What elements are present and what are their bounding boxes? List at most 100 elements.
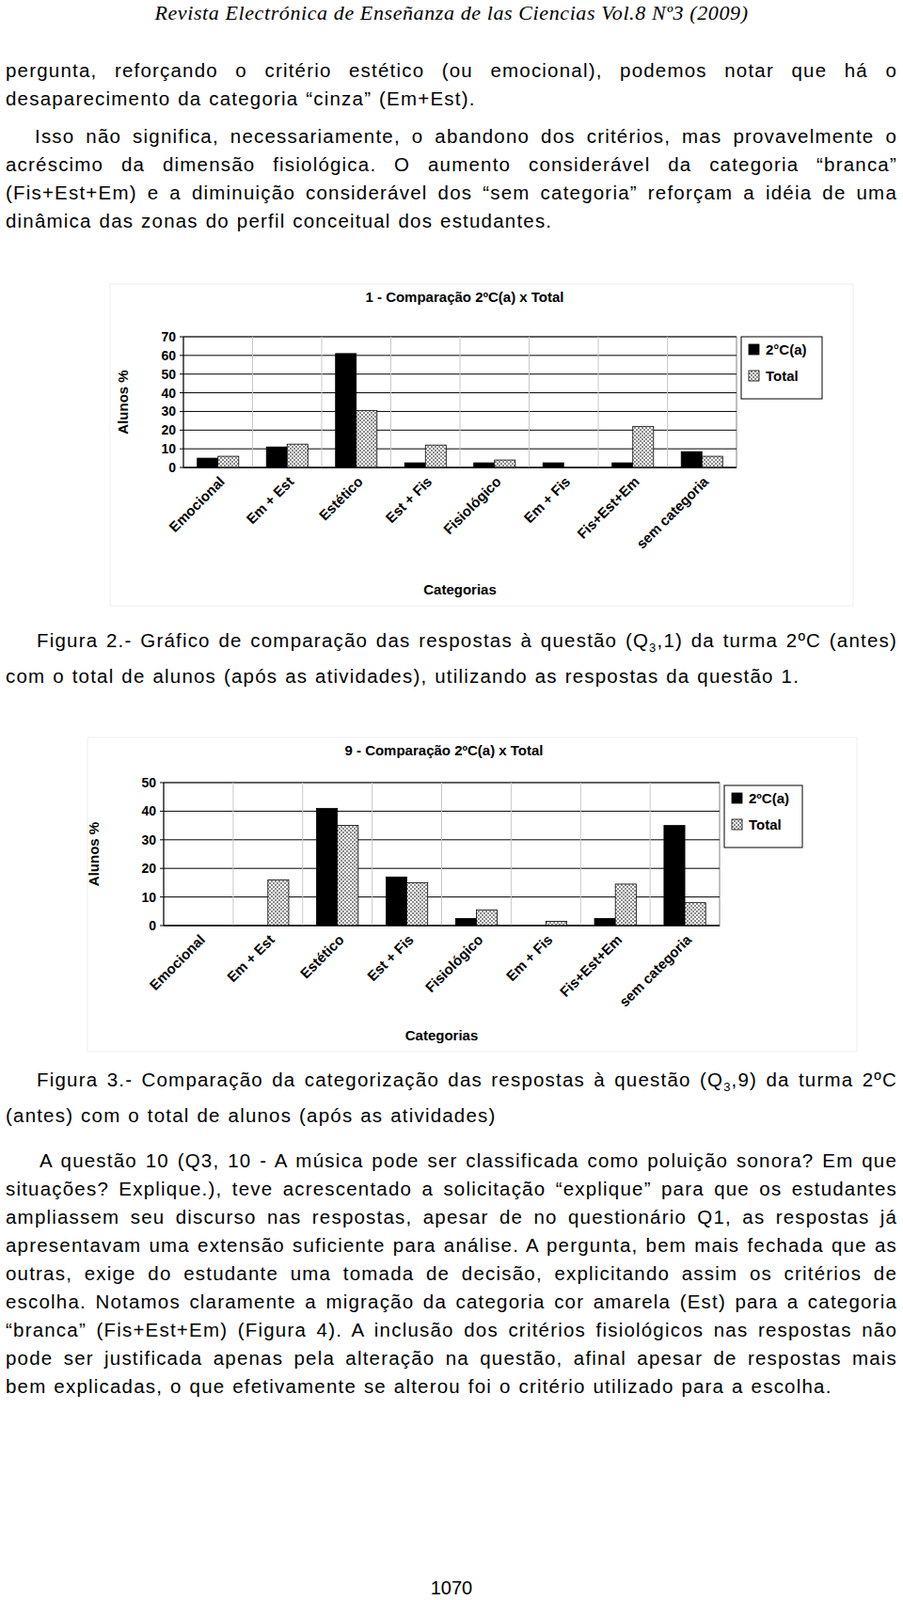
legend-label: 2°C(a) [765,341,808,358]
bar [633,426,654,468]
chart-title: 9 - Comparação 2ºC(a) x Total [344,742,543,759]
bar [474,462,495,468]
legend-swatch [748,370,760,381]
tick-label: 50 [141,775,157,791]
bar [494,459,516,468]
bar [197,458,219,468]
bar [286,443,308,468]
tick-label: 50 [160,366,176,382]
tick-mark [159,782,164,784]
bar [385,876,407,926]
legend-label: Total [765,367,799,384]
category-divider [598,336,600,468]
tick-label: 0 [148,918,157,934]
tick-label: 0 [168,459,176,476]
grid-line [183,467,737,469]
chart-background [110,284,854,606]
y-axis [183,336,185,468]
grid-line [163,925,720,927]
category-divider [510,782,512,926]
plot-area [183,336,737,468]
figure-caption: Figura 3.- Comparação da categorização d… [5,1065,898,1130]
category-label: Fisiológico [422,931,487,996]
category-label: Emocional [165,473,228,536]
category-label: Emocional [145,931,208,994]
x-axis-label: Categorias [405,1027,479,1044]
bar [337,825,359,926]
bar [542,462,564,468]
tick-label: 20 [160,422,176,438]
chart: 010203040506070EmocionalEm + EstEstético… [110,284,854,606]
category-divider [649,782,651,926]
bar [664,825,685,926]
tick-label: 10 [141,889,157,905]
legend-label: Total [748,816,782,833]
tick-label: 70 [160,329,176,345]
tick-label: 60 [160,348,176,364]
caption-subscript: 3 [649,640,657,655]
caption-text: Figura 2.- Gráfico de comparação das res… [36,629,650,651]
tick-mark [179,392,184,394]
figure-caption: Figura 2.- Gráfico de comparação das res… [5,626,898,691]
legend-swatch [731,792,743,804]
category-divider [441,782,443,926]
chart-title: 1 - Comparação 2ºC(a) x Total [364,288,564,305]
bar [268,879,289,926]
category-divider [666,336,668,468]
bar [701,456,723,468]
tick-mark [159,839,164,840]
tick-mark [179,354,184,356]
category-divider [252,336,254,468]
figures: 010203040506070EmocionalEm + EstEstético… [0,0,903,1600]
bar [545,920,567,926]
bar [218,456,239,468]
category-divider [301,782,303,926]
category-label: Fis+Est+Em [556,931,626,1000]
tick-mark [159,925,164,927]
tick-mark [179,467,184,469]
tick-label: 30 [141,832,157,848]
category-label: Estético [316,473,366,523]
category-divider [528,336,530,468]
y-axis [163,782,165,926]
paragraph: pergunta, reforçando o critério estético… [5,56,898,113]
tick-label: 20 [141,860,157,876]
tick-mark [159,868,164,870]
x-axis [183,467,737,469]
category-divider [321,336,323,468]
bar [681,451,702,468]
caption-subscript: 3 [723,1079,731,1094]
legend-swatch [748,344,760,355]
x-axis [163,925,720,927]
category-label: Fisiológico [440,473,505,538]
category-label: Em + Fis [520,473,573,526]
category-divider [232,782,234,926]
legend-box [724,785,803,848]
chart-background [87,737,857,1052]
bar [356,410,378,468]
paragraph: Isso não significa, necessariamente, o a… [5,122,898,236]
tick-mark [179,429,184,431]
category-label: Est + Fis [381,473,435,526]
page-number: 1070 [0,1576,903,1600]
tick-mark [179,336,184,338]
paragraph: A questão 10 (Q3, 10 - A música pode ser… [5,1146,898,1401]
bar [615,884,636,926]
bar [407,882,428,926]
category-label: Estético [297,931,348,982]
category-divider [390,336,392,468]
category-label: sem categoria [616,931,696,1011]
category-label: Em + Est [242,473,297,527]
bar [266,446,287,468]
category-label: Em + Est [223,931,278,985]
bar [404,462,426,468]
bar [425,444,446,468]
x-axis-label: Categorias [423,581,497,598]
caption-text: Figura 3.- Comparação da categorização d… [36,1068,724,1091]
category-label: Fis+Est+Em [573,473,643,542]
tick-mark [159,810,164,812]
category-divider [580,782,582,926]
tick-label: 40 [160,385,176,401]
tick-label: 10 [160,441,176,457]
plot-area [163,782,720,926]
